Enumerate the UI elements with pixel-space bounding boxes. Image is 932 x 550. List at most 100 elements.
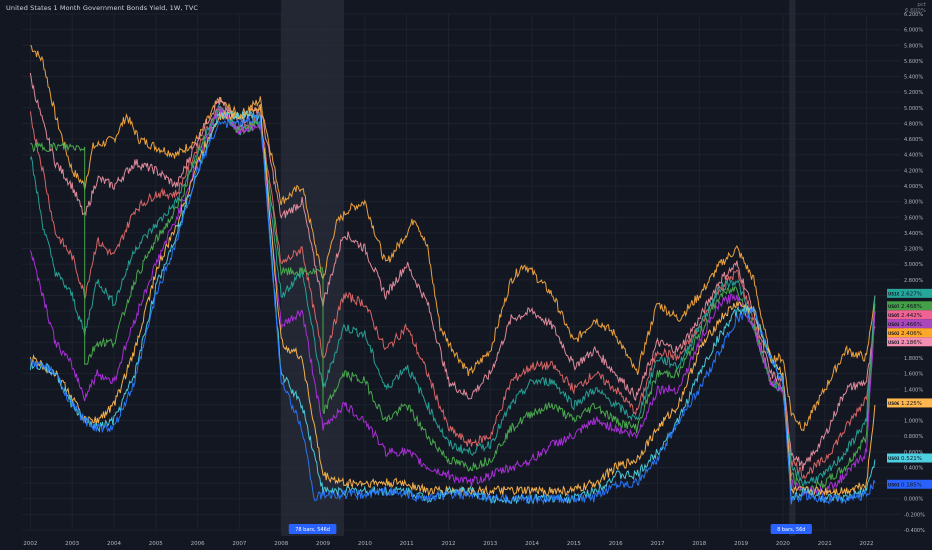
x-tick-label: 2006	[191, 541, 205, 547]
y-tick-label: -0.400%	[904, 528, 925, 534]
badge-value: 0.185%	[901, 482, 922, 488]
grid	[22, 13, 900, 531]
badge-value: 2.466%	[901, 322, 922, 328]
y-tick-label: 0.800%	[904, 434, 923, 440]
y-tick-label: 3.400%	[904, 231, 923, 237]
x-tick-label: 2010	[358, 541, 372, 547]
series-line	[29, 103, 876, 497]
x-tick-label: 2002	[23, 541, 37, 547]
shaded-range	[789, 0, 796, 536]
badge-value: 2.627%	[901, 291, 922, 297]
badge-symbol-box	[887, 310, 899, 320]
badge-value-box	[899, 328, 932, 338]
y-tick-label: 4.200%	[904, 168, 923, 174]
y-tick-label: 6.200%	[904, 12, 923, 18]
badge-symbol-box	[887, 479, 899, 489]
badge-symbol-box	[887, 301, 899, 311]
y-tick-label: 3.800%	[904, 200, 923, 206]
badge-symbol: US05Y	[888, 313, 903, 318]
badge-symbol: US03MY	[888, 456, 907, 461]
y-tick-label: 1.800%	[904, 356, 923, 362]
badge-value: 2.468%	[901, 304, 922, 310]
badge-value: 2.186%	[901, 340, 922, 346]
series-line	[29, 72, 876, 471]
series-line	[30, 105, 876, 494]
badge-value-box	[899, 310, 932, 320]
badge-symbol-box	[887, 398, 899, 408]
y-tick-label: 1.600%	[904, 372, 923, 378]
badge-value-box	[899, 337, 932, 347]
badge-value-box	[899, 301, 932, 311]
y-tick-label: 4.400%	[904, 153, 923, 159]
x-tick-label: 2011	[400, 541, 414, 547]
y-tick-label: 4.000%	[904, 184, 923, 190]
badge-symbol: US03Y	[888, 322, 903, 327]
series-lines	[29, 44, 876, 506]
series-line	[29, 110, 876, 505]
series-line	[30, 44, 876, 432]
x-tick-label: 2020	[776, 541, 790, 547]
x-tick-label: 2017	[651, 541, 665, 547]
badge-symbol-box	[887, 337, 899, 347]
badge-value-box	[899, 398, 932, 408]
x-tick-label: 2022	[860, 541, 874, 547]
y-tick-label: 4.800%	[904, 121, 923, 127]
x-tick-label: 2014	[525, 541, 539, 547]
x-tick-label: 2015	[567, 541, 581, 547]
x-axis: 2002 2003 2004 2005 2006 2007 2008 2009 2010 2011…	[23, 541, 873, 547]
corner-value: 6.600%	[905, 8, 926, 14]
badge-value-box	[899, 288, 932, 298]
range-label-box	[770, 524, 812, 534]
y-tick-label: 5.400%	[904, 75, 923, 81]
series-line	[29, 105, 876, 480]
badge-value: 2.406%	[901, 331, 922, 337]
badge-symbol: US02Y	[888, 331, 903, 336]
corner-unit: pct	[917, 2, 926, 8]
badge-symbol-box	[887, 319, 899, 329]
range-label-text: 8 bars, 56d	[777, 527, 805, 533]
y-tick-label: 3.200%	[904, 247, 923, 253]
y-tick-label: 1.400%	[904, 387, 923, 393]
y-tick-label: 5.000%	[904, 106, 923, 112]
y-tick-label: 5.800%	[904, 43, 923, 49]
badge-symbol-box	[887, 288, 899, 298]
badge-symbol-box	[887, 328, 899, 338]
corner-info: pct 6.600%	[905, 2, 926, 14]
range-label-box	[288, 524, 337, 534]
y-tick-label: 2.800%	[904, 278, 923, 284]
y-tick-label: 4.600%	[904, 137, 923, 143]
x-tick-label: 2005	[149, 541, 163, 547]
shaded-ranges	[281, 0, 796, 536]
y-tick-label: 3.600%	[904, 215, 923, 221]
y-tick-label: 0.000%	[904, 497, 923, 503]
badge-value-box	[899, 479, 932, 489]
range-label-text: 78 bars, 546d	[295, 527, 330, 533]
series-line	[29, 111, 876, 506]
badge-value: 2.442%	[901, 313, 922, 319]
badge-value: 1.225%	[901, 401, 922, 407]
x-tick-label: 2008	[274, 541, 288, 547]
x-tick-label: 2016	[609, 541, 623, 547]
x-tick-label: 2012	[441, 541, 455, 547]
series-line	[29, 103, 876, 487]
y-tick-label: 0.400%	[904, 465, 923, 471]
y-tick-label: 6.000%	[904, 28, 923, 34]
badge-symbol: US01Y	[888, 340, 903, 345]
y-tick-label: 0.600%	[904, 450, 923, 456]
badge-symbol: US10Y	[888, 291, 903, 296]
x-tick-label: 2019	[734, 541, 748, 547]
series-line	[29, 105, 876, 497]
y-tick-label: 1.000%	[904, 419, 923, 425]
x-tick-label: 2009	[316, 541, 330, 547]
y-tick-label: 5.200%	[904, 90, 923, 96]
x-tick-label: 2007	[232, 541, 246, 547]
badge-symbol: US01MY	[888, 482, 907, 487]
x-tick-label: 2013	[483, 541, 497, 547]
badge-symbol: US07Y	[888, 304, 903, 309]
y-tick-label: 5.600%	[904, 59, 923, 65]
badge-value-box	[899, 453, 932, 463]
x-tick-label: 2021	[818, 541, 832, 547]
x-tick-label: 2004	[107, 541, 121, 547]
y-tick-label: -0.200%	[904, 512, 925, 518]
